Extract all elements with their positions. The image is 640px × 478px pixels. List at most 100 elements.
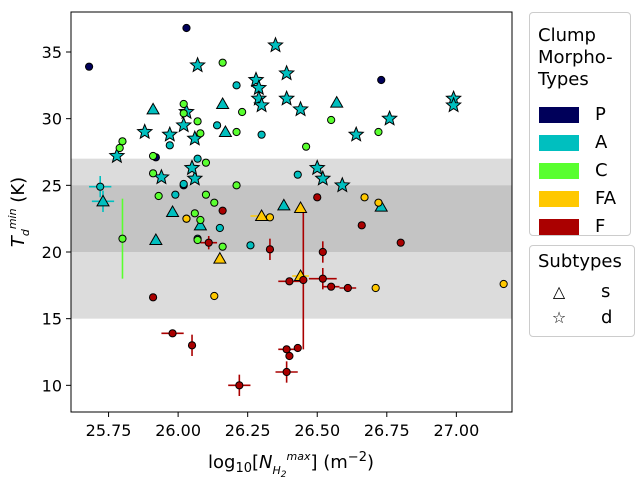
point-f — [327, 282, 336, 291]
point-f — [299, 275, 308, 285]
point-a-s — [215, 96, 230, 109]
point-a — [232, 81, 241, 90]
point-fa — [360, 193, 369, 202]
point-c — [210, 198, 219, 207]
point-f — [318, 274, 327, 283]
point-a-s — [148, 232, 163, 245]
point-a-d — [253, 96, 270, 113]
point-f — [235, 381, 244, 390]
point-a-d — [186, 169, 204, 186]
point-f — [293, 343, 302, 353]
subtype-item-s: △ s — [539, 281, 611, 302]
legend-title-line-2: Morpho- — [538, 47, 613, 68]
y-tick-label: 25 — [42, 176, 62, 195]
x-axis-label: log10[NH2max] (m−2) — [208, 450, 374, 478]
point-a-s — [218, 124, 233, 137]
point-p — [377, 75, 386, 85]
point-a-s — [165, 204, 180, 217]
legend-label-fa: FA — [595, 188, 617, 209]
legend-title: Clump Morpho- Types — [538, 25, 613, 91]
point-c — [201, 190, 211, 199]
point-f — [396, 238, 405, 247]
point-fa — [371, 283, 380, 293]
point-a — [171, 190, 180, 199]
y-axis-ticks: 10 15 20 25 30 35 — [42, 43, 71, 395]
point-fa — [182, 214, 191, 223]
point-c — [148, 151, 158, 161]
point-a — [246, 241, 255, 250]
y-axis-label: Tdmin (K) — [6, 177, 32, 247]
point-a — [165, 141, 174, 150]
point-c — [201, 158, 211, 167]
point-c — [238, 107, 247, 117]
data-points — [84, 23, 508, 390]
legend-title-line-3: Types — [538, 69, 589, 90]
point-a-d — [108, 147, 126, 164]
point-a — [212, 121, 222, 130]
legend-label-p: P — [595, 104, 606, 125]
point-a — [179, 179, 188, 189]
point-fa-s — [254, 208, 269, 221]
point-a — [257, 130, 266, 139]
point-a — [193, 154, 202, 163]
point-a-s — [146, 102, 160, 115]
legend-item-a: A — [539, 132, 607, 153]
legend-title-line-1: Clump — [538, 25, 596, 46]
point-f — [148, 293, 158, 302]
point-c — [179, 109, 188, 118]
point-f — [168, 329, 177, 338]
x-tick-label: 26.75 — [364, 421, 410, 440]
point-a-d — [175, 116, 193, 133]
point-f — [357, 221, 366, 230]
legend-item-fa: FA — [539, 188, 616, 209]
x-tick-label: 26.25 — [225, 421, 271, 440]
point-c — [232, 181, 241, 190]
point-f — [282, 345, 291, 354]
point-c — [196, 215, 205, 225]
point-fa-s — [293, 200, 308, 213]
y-tick-label: 20 — [42, 243, 62, 262]
legend-item-p: P — [539, 104, 606, 125]
subtype-label-s: s — [601, 281, 611, 302]
point-p — [182, 23, 191, 33]
point-a-d — [267, 36, 284, 53]
legend-swatch-p — [539, 106, 579, 123]
plot-frame — [70, 11, 513, 413]
point-c — [374, 127, 383, 137]
point-fa — [374, 198, 383, 207]
subtypes-title: Subtypes — [538, 251, 622, 272]
point-a-d — [136, 123, 154, 140]
point-f — [265, 245, 275, 254]
point-a-d — [247, 71, 265, 88]
point-a-s — [329, 95, 344, 108]
point-fa-s — [212, 251, 227, 264]
point-a-d — [347, 125, 365, 142]
point-a-d — [183, 159, 201, 176]
legend-swatch-fa — [539, 190, 579, 207]
legend-label-f: F — [595, 216, 606, 237]
point-a-d — [333, 176, 351, 193]
point-c — [302, 142, 311, 151]
point-a-s — [193, 218, 208, 231]
point-a-d — [292, 100, 309, 117]
point-f — [318, 247, 327, 257]
point-a — [215, 223, 224, 233]
star-icon: ☆ — [551, 308, 567, 327]
point-a — [293, 170, 302, 179]
point-c — [118, 137, 127, 146]
y-tick-label: 15 — [42, 310, 62, 329]
morphotype-legend: Clump Morpho- Types P A C FA F — [529, 12, 631, 237]
point-f — [282, 367, 291, 377]
point-c — [190, 209, 199, 218]
point-a-d — [189, 56, 206, 73]
x-axis-ticks: 25.75 26.00 26.25 26.50 26.75 27.00 — [86, 412, 479, 440]
point-f — [343, 283, 352, 293]
y-tick-label: 30 — [42, 110, 62, 129]
point-a-d — [314, 169, 332, 186]
point-p — [84, 62, 94, 71]
point-a-d — [445, 96, 462, 113]
x-tick-label: 25.75 — [86, 421, 132, 440]
point-a-d — [161, 125, 179, 142]
point-fa — [210, 291, 219, 301]
